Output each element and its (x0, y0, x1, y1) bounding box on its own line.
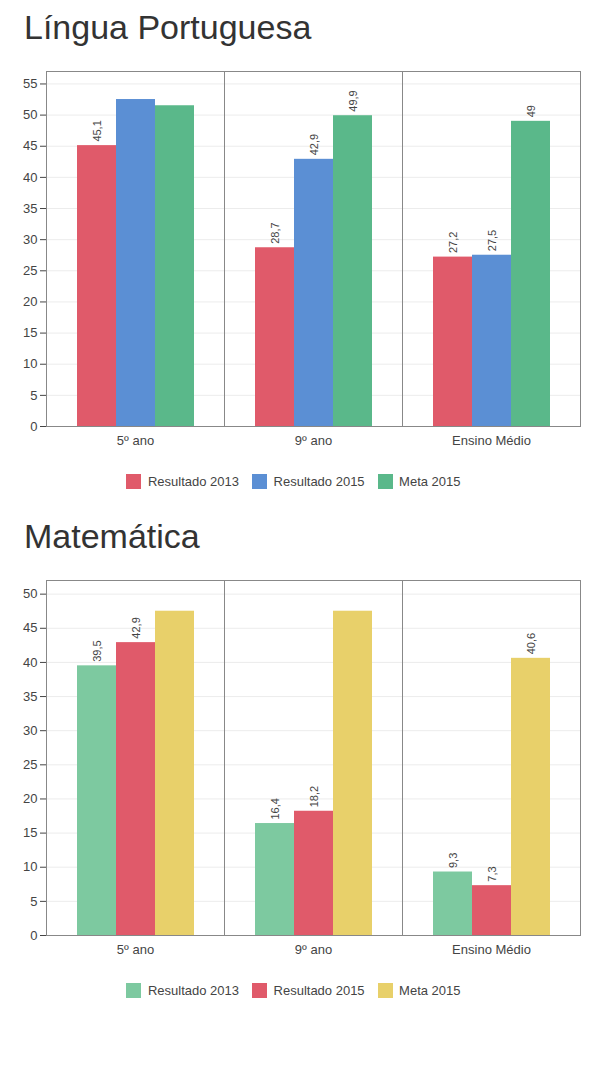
svg-text:25: 25 (23, 263, 37, 278)
html-text:Língua Portuguesa: Língua Portuguesa (24, 8, 312, 46)
svg-text:39,5: 39,5 (91, 640, 103, 661)
svg-text:Ensino Médio: Ensino Médio (452, 433, 531, 448)
svg-text:45: 45 (23, 138, 37, 153)
svg-text:15: 15 (23, 825, 37, 840)
svg-text:10: 10 (23, 859, 37, 874)
svg-text:30: 30 (23, 722, 37, 737)
html-text:Resultado 2013: Resultado 2013 (148, 982, 239, 998)
svg-text:27,5: 27,5 (486, 230, 498, 251)
svg-text:35: 35 (23, 688, 37, 703)
svg-text:25: 25 (23, 756, 37, 771)
svg-text:45,1: 45,1 (91, 120, 103, 141)
svg-text:10: 10 (23, 356, 37, 371)
html-text:Meta 2015: Meta 2015 (399, 982, 461, 998)
svg-text:15: 15 (23, 325, 37, 340)
svg-text:40: 40 (23, 654, 37, 669)
svg-text:35: 35 (23, 201, 37, 216)
html-text:Resultado 2015: Resultado 2015 (273, 474, 365, 489)
svg-text:18,2: 18,2 (308, 785, 320, 806)
svg-text:20: 20 (23, 791, 37, 806)
svg-text:0: 0 (30, 419, 37, 434)
html-text:Matemática: Matemática (24, 516, 200, 555)
html-text:Resultado 2013: Resultado 2013 (148, 474, 239, 489)
svg-text:9,3: 9,3 (447, 852, 459, 867)
svg-text:45: 45 (23, 620, 37, 635)
svg-text:49,9: 49,9 (347, 90, 359, 111)
svg-text:5: 5 (30, 893, 37, 908)
svg-text:55: 55 (23, 76, 37, 91)
svg-text:5: 5 (30, 388, 37, 403)
svg-text:20: 20 (23, 294, 37, 309)
svg-text:0: 0 (30, 927, 37, 942)
svg-text:5º ano: 5º ano (117, 941, 154, 956)
svg-text:42,9: 42,9 (130, 617, 142, 638)
svg-text:50: 50 (23, 586, 37, 601)
svg-text:16,4: 16,4 (269, 798, 281, 819)
svg-text:49: 49 (525, 105, 537, 117)
svg-text:Ensino Médio: Ensino Médio (452, 941, 531, 956)
svg-text:9º ano: 9º ano (295, 433, 332, 448)
html-text:Meta 2015: Meta 2015 (399, 474, 461, 489)
svg-text:40,6: 40,6 (525, 632, 537, 653)
svg-text:42,9: 42,9 (308, 134, 320, 155)
svg-text:40: 40 (23, 170, 37, 185)
svg-text:30: 30 (23, 232, 37, 247)
svg-text:50: 50 (23, 107, 37, 122)
html-text:Resultado 2015: Resultado 2015 (273, 982, 365, 998)
svg-text:28,7: 28,7 (269, 222, 281, 243)
svg-text:5º ano: 5º ano (117, 433, 154, 448)
svg-text:27,2: 27,2 (447, 232, 459, 253)
svg-text:7,3: 7,3 (486, 866, 498, 881)
svg-text:9º ano: 9º ano (295, 941, 332, 956)
